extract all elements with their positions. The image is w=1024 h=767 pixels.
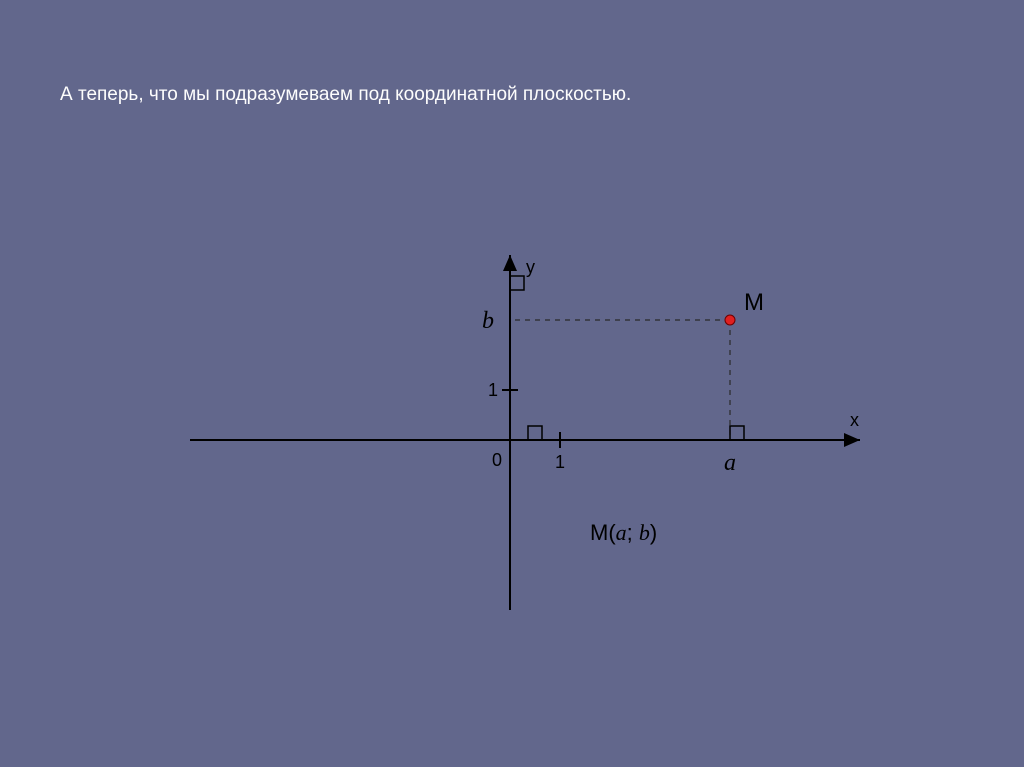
label-origin: 0 (492, 450, 502, 470)
label-m: M (744, 289, 764, 316)
coordinate-plane-diagram: А теперь, что мы подразумеваем под коорд… (0, 0, 1024, 767)
label-b: b (482, 308, 494, 334)
label-m-coords: M(a; b) (590, 520, 657, 545)
page-title: А теперь, что мы подразумеваем под коорд… (60, 84, 631, 105)
label-one-y: 1 (488, 380, 498, 400)
label-a: a (724, 450, 736, 476)
label-one-x: 1 (555, 452, 565, 472)
background (0, 0, 1024, 767)
label-y-axis: y (526, 257, 535, 277)
point-m (725, 315, 735, 325)
label-x-axis: x (850, 410, 859, 430)
